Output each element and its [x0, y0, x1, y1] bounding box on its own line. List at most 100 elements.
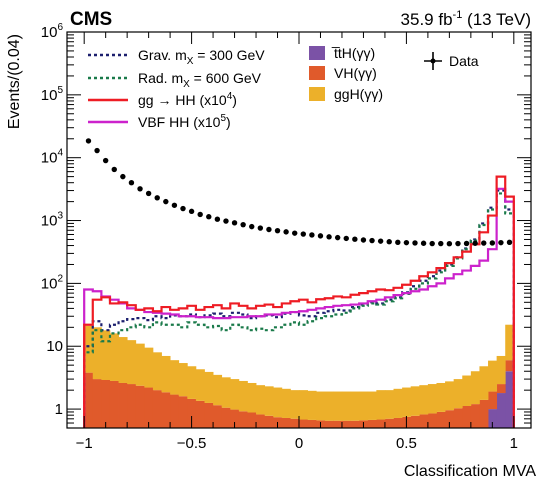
stack-bar-vh	[161, 392, 171, 428]
experiment-label: CMS	[70, 9, 112, 30]
signal-line-gghh	[83, 175, 515, 428]
stack-bar-vh	[127, 384, 137, 428]
data-point	[377, 238, 384, 244]
stack-bar-ggh	[419, 385, 429, 415]
stack-bar-ggh	[221, 377, 231, 408]
data-points	[85, 138, 513, 247]
legend-label-ggh: ggH(γγ)	[334, 86, 383, 102]
data-point	[85, 138, 92, 144]
x-axis-label: Classification MVA	[404, 463, 537, 480]
stack-bar-ggh	[427, 384, 437, 414]
data-point	[257, 225, 264, 231]
stack-bar-vh	[324, 420, 334, 428]
stack-bar-vh	[488, 391, 498, 410]
stack-bar-ggh	[187, 366, 197, 399]
y-tick-label: 1	[55, 401, 63, 418]
data-point	[360, 237, 367, 243]
data-point	[438, 240, 444, 247]
stack-bar-vh	[496, 384, 506, 394]
stack-bar-tth	[496, 393, 506, 428]
stack-bar-ggh	[256, 385, 266, 415]
stack-bar-vh	[238, 411, 248, 428]
stack-bar-ggh	[410, 386, 420, 416]
legend-label-grav: Grav. mX = 300 GeV	[138, 47, 265, 67]
stack-bar-ggh	[341, 391, 351, 421]
stack-bar-ggh	[170, 360, 180, 395]
stack-bar-ggh	[299, 390, 308, 420]
stack-bar-ggh	[152, 352, 162, 391]
stack-bar-vh	[204, 402, 214, 428]
x-tick-label: 0	[295, 435, 303, 452]
data-point	[489, 240, 496, 246]
legend-swatch-tth	[309, 46, 325, 60]
stack-bar-ggh	[436, 382, 446, 412]
data-point	[266, 226, 272, 233]
legend-label-rad: Rad. mX = 600 GeV	[138, 70, 262, 90]
stack-bar-vh	[367, 419, 377, 428]
data-point	[180, 205, 186, 212]
data-point	[429, 240, 435, 247]
stack-bar-ggh	[230, 379, 240, 410]
background-stack	[84, 324, 515, 428]
stack-bar-ggh	[127, 340, 137, 385]
y-tick-label: 104	[41, 148, 64, 167]
legend-label-vh: VH(γγ)	[334, 65, 377, 81]
stack-bar-ggh	[393, 388, 403, 418]
stack-bar-ggh	[195, 369, 205, 401]
data-point	[137, 186, 143, 192]
stack-bar-vh	[299, 419, 308, 428]
data-point	[206, 214, 212, 220]
data-point	[412, 240, 418, 246]
stack-bar-ggh	[307, 390, 317, 420]
stack-bar-ggh	[488, 360, 498, 392]
data-point	[283, 229, 289, 235]
stack-bar-vh	[445, 410, 455, 428]
stack-bar-ggh	[247, 382, 257, 413]
stack-bar-ggh	[84, 325, 94, 373]
stack-bar-ggh	[144, 347, 154, 388]
data-point	[309, 232, 315, 238]
stack-bar-vh	[281, 417, 291, 428]
stack-bar-vh	[384, 418, 394, 428]
data-point	[420, 240, 427, 246]
stack-bar-ggh	[264, 386, 274, 416]
stack-bar-vh	[178, 396, 188, 428]
data-point	[506, 239, 513, 246]
data-point	[188, 208, 195, 215]
stack-bar-ggh	[479, 366, 489, 400]
stack-bar-ggh	[445, 381, 455, 411]
stack-bar-ggh	[213, 374, 223, 406]
stack-bar-ggh	[384, 390, 394, 419]
data-point	[317, 233, 324, 239]
y-tick-label: 106	[41, 22, 64, 41]
stack-bar-vh	[256, 414, 266, 428]
stack-bar-ggh	[290, 390, 300, 419]
stack-bar-ggh	[178, 363, 188, 397]
stack-bar-ggh	[359, 391, 369, 421]
stack-bar-vh	[290, 418, 300, 428]
stack-bar-vh	[333, 420, 343, 428]
y-tick-label: 10	[46, 338, 63, 355]
stack-bar-vh	[152, 390, 162, 428]
signal-line-vbf	[83, 187, 515, 428]
stack-bar-vh	[170, 394, 180, 428]
stack-bar-vh	[341, 420, 351, 428]
data-point	[231, 220, 238, 226]
stack-bar-ggh	[273, 387, 283, 418]
stack-bar-tth	[505, 371, 515, 428]
data-point	[154, 195, 160, 201]
stack-bar-ggh	[204, 371, 214, 403]
stack-bar-ggh	[101, 330, 111, 381]
data-point	[145, 190, 152, 197]
x-tick-label: 1	[510, 435, 518, 452]
data-point	[223, 218, 229, 224]
stack-bar-ggh	[367, 391, 377, 420]
stack-bar-ggh	[376, 390, 386, 420]
stack-bar-vh	[470, 404, 480, 428]
data-point	[128, 180, 135, 186]
data-point	[463, 240, 470, 247]
stack-bar-ggh	[161, 355, 171, 393]
stack-bar-ggh	[505, 324, 515, 361]
data-point	[472, 240, 478, 246]
stack-bar-ggh	[281, 388, 291, 418]
